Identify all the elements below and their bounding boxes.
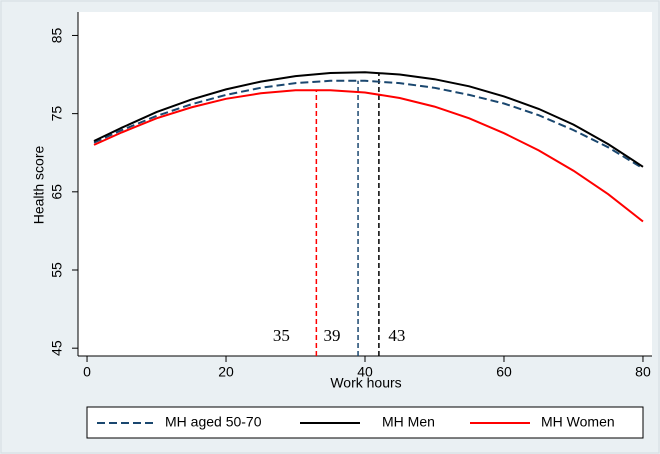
legend-label: MH Men: [382, 414, 435, 430]
series-line: [93, 71, 644, 168]
x-tick-label: 40: [357, 364, 373, 380]
y-tick-label: 75: [49, 106, 65, 122]
y-axis-title: Health score: [31, 145, 47, 224]
y-tick-label: 85: [49, 27, 65, 43]
x-tick-label: 60: [496, 364, 512, 380]
plot-region: [78, 12, 652, 356]
y-tick-label: 55: [49, 262, 65, 278]
legend-label: MH Women: [541, 414, 615, 430]
series-line: [93, 79, 644, 170]
y-tick-label: 65: [49, 184, 65, 200]
peak-label: 39: [324, 326, 341, 345]
x-tick-label: 80: [635, 364, 651, 380]
x-tick-label: 0: [83, 364, 91, 380]
x-tick-label: 20: [218, 364, 234, 380]
y-tick-label: 45: [49, 340, 65, 356]
peak-label: 35: [273, 326, 290, 345]
peak-label: 43: [388, 326, 405, 345]
legend-box: [86, 406, 644, 439]
x-axis-title: Work hours: [330, 375, 401, 391]
legend-label: MH aged 50-70: [165, 414, 262, 430]
series-line: [93, 89, 644, 223]
